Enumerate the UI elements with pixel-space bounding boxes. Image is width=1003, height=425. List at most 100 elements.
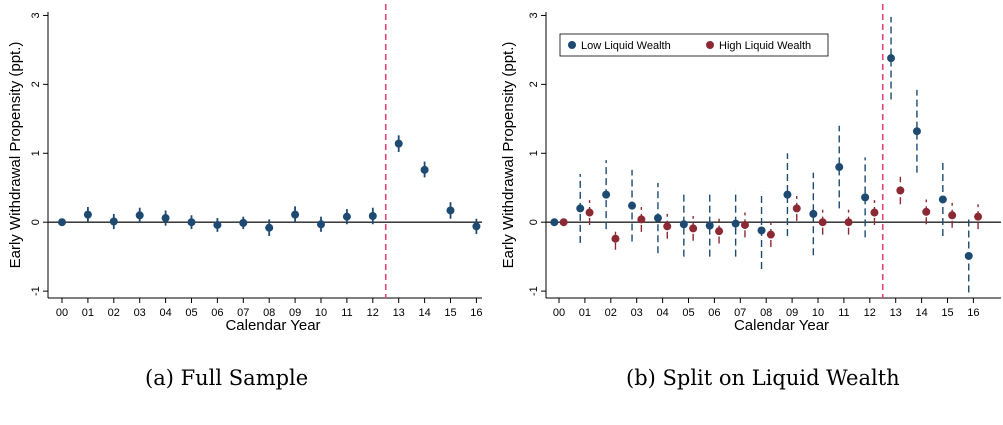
chart-a-x-tick-label: 09 <box>289 307 301 319</box>
chart-b-x-tick-label: 06 <box>708 307 720 319</box>
chart-b-x-tick-label: 10 <box>812 307 824 319</box>
chart-b-series-1-point-02 <box>611 234 620 243</box>
chart-b-legend-label-0: Low Liquid Wealth <box>581 40 671 52</box>
chart-a-series-0-point-05 <box>187 218 196 227</box>
chart-a-x-tick-label: 06 <box>211 307 223 319</box>
chart-b-y-tick-label: -1 <box>528 286 540 296</box>
chart-b-x-tick-label: 12 <box>864 307 876 319</box>
chart-a-x-tick-label: 13 <box>393 307 405 319</box>
chart-a-y-tick-label: 2 <box>30 81 42 87</box>
chart-a-x-tick-label: 10 <box>315 307 327 319</box>
chart-b-series-1-point-03 <box>637 215 646 224</box>
chart-b-x-tick-label: 08 <box>760 307 772 319</box>
chart-a-series-0-point-15 <box>446 206 455 215</box>
caption-a: (a) Full Sample <box>145 366 309 390</box>
chart-b-series-0-point-11 <box>835 163 844 172</box>
chart-b-x-tick-label: 04 <box>656 307 668 319</box>
chart-a-x-tick-label: 07 <box>237 307 249 319</box>
chart-a-series-0-point-03 <box>135 211 144 220</box>
chart-b-series-0-point-16 <box>964 251 973 260</box>
chart-b-x-tick-label: 02 <box>605 307 617 319</box>
chart-b-legend-box <box>559 33 829 57</box>
chart-b-series-1-point-07 <box>740 220 749 229</box>
chart-b-x-tick-label: 15 <box>941 307 953 319</box>
chart-a-series-0-point-10 <box>317 220 325 229</box>
chart-b-y-axis-title: Early Withdrawal Propensity (ppt.) <box>500 42 517 269</box>
chart-a-series-0-point-09 <box>291 210 300 219</box>
chart-a-x-tick-label: 04 <box>159 307 171 319</box>
chart-b-y-tick-label: 3 <box>528 12 540 18</box>
chart-b-series-1-point-12 <box>870 208 879 217</box>
chart-b-x-tick-label: 09 <box>786 307 798 319</box>
chart-b-series-0-point-09 <box>783 190 792 199</box>
chart-b-series-1-point-01 <box>585 208 594 217</box>
chart-a-series-0-point-13 <box>394 139 403 148</box>
chart-b-y-tick-label: 2 <box>528 81 540 87</box>
chart-b-series-0-point-01 <box>576 204 585 213</box>
chart-a-y-tick-label: 0 <box>30 219 42 225</box>
chart-a-y-tick-label: 3 <box>30 12 42 18</box>
chart-a-series-0-point-06 <box>213 220 222 229</box>
chart-b-series-0-point-02 <box>602 190 611 199</box>
chart-b-legend-marker-1 <box>706 41 714 49</box>
chart-a-x-tick-label: 02 <box>108 307 120 319</box>
chart-a-x-tick-label: 08 <box>263 307 275 319</box>
chart-a-x-tick-label: 00 <box>56 307 68 319</box>
chart-b-series-1-point-13 <box>896 186 905 195</box>
chart-b-series-0-point-15 <box>938 195 947 204</box>
chart-b-y-tick-label: 1 <box>528 150 540 156</box>
chart-b-x-tick-label: 07 <box>734 307 746 319</box>
chart-b-series-0-point-03 <box>628 201 637 210</box>
chart-b-series-1-point-09 <box>792 204 801 213</box>
chart-b-series-0-point-04 <box>653 214 662 223</box>
chart-b-series-0-point-13 <box>887 54 896 63</box>
chart-b-x-tick-label: 03 <box>631 307 643 319</box>
chart-b-series-0-point-07 <box>731 219 740 228</box>
chart-a-x-tick-label: 14 <box>418 307 430 319</box>
chart-b-series-0-point-08 <box>757 226 766 235</box>
chart-a-y-tick-label: 1 <box>30 150 42 156</box>
chart-b-series-0-point-00 <box>550 218 559 227</box>
chart-b-legend-label-1: High Liquid Wealth <box>719 40 811 52</box>
chart-b-series-0-point-12 <box>861 193 870 202</box>
chart-a-series-0-point-11 <box>342 212 351 221</box>
chart-b-x-tick-label: 00 <box>553 307 565 319</box>
chart-b-x-tick-label: 13 <box>890 307 902 319</box>
chart-a-series-0-point-14 <box>420 165 429 174</box>
chart-b-legend-marker-0 <box>568 41 576 49</box>
chart-b-series-1-point-15 <box>948 211 957 220</box>
chart-b-series-1-point-16 <box>974 212 983 221</box>
caption-b: (b) Split on Liquid Wealth <box>626 366 900 390</box>
chart-b-series-1-point-00 <box>559 218 568 227</box>
chart-b-series-1-point-10 <box>818 218 827 227</box>
chart-a-series-0-point-08 <box>265 223 274 232</box>
chart-b-series-1-point-05 <box>689 224 698 233</box>
chart-b-series-0-point-10 <box>809 209 818 218</box>
chart-a-x-tick-label: 11 <box>341 307 352 319</box>
chart-a-series-0-point-16 <box>472 222 481 231</box>
chart-b-series-0-point-06 <box>705 221 714 230</box>
chart-b-series-1-point-04 <box>663 222 672 231</box>
chart-b-x-tick-label: 11 <box>838 307 849 319</box>
chart-a-y-axis-title: Early Withdrawal Propensity (ppt.) <box>7 42 24 269</box>
chart-b-x-tick-label: 01 <box>579 307 591 319</box>
chart-a-series-0-point-07 <box>239 218 248 227</box>
chart-a-x-tick-label: 16 <box>470 307 482 319</box>
chart-a-series-0-point-04 <box>161 214 170 223</box>
chart-b-series-0-point-05 <box>679 220 688 229</box>
chart-a-x-tick-label: 15 <box>444 307 456 319</box>
chart-b-x-axis-title: Calendar Year <box>734 317 829 334</box>
chart-b-series-1-point-06 <box>715 227 724 236</box>
chart-b-x-tick-label: 14 <box>915 307 927 319</box>
chart-a-series-0-point-12 <box>368 211 377 220</box>
chart-b-y-tick-label: 0 <box>528 219 540 225</box>
chart-a-x-axis-title: Calendar Year <box>225 317 320 334</box>
chart-a-series-0-point-02 <box>109 217 118 226</box>
chart-b-series-1-point-11 <box>844 218 853 227</box>
chart-a-x-tick-label: 05 <box>185 307 197 319</box>
chart-a-x-tick-label: 03 <box>134 307 146 319</box>
chart-a-x-tick-label: 12 <box>367 307 379 319</box>
chart-b-x-tick-label: 16 <box>967 307 979 319</box>
